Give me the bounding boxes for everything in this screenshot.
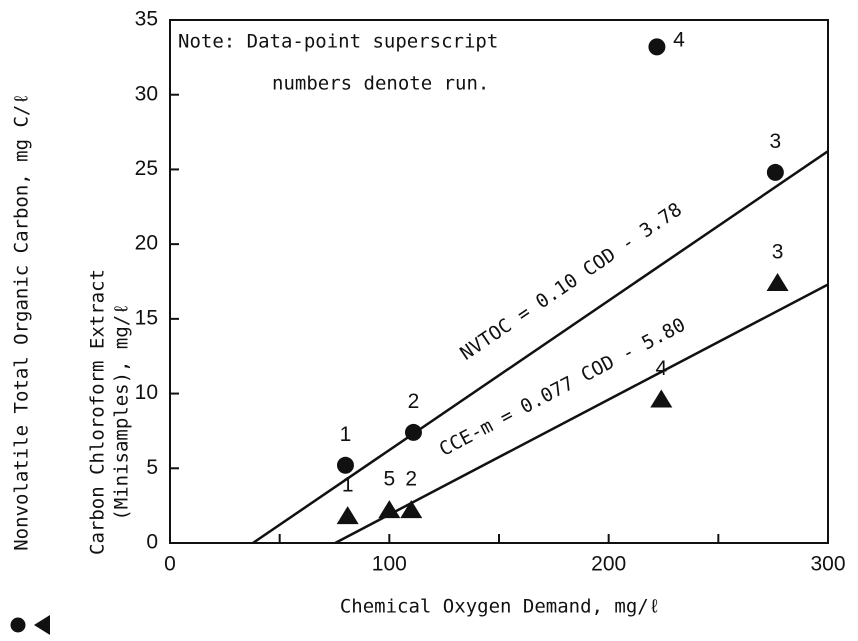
fit-line bbox=[252, 150, 829, 545]
point bbox=[378, 500, 401, 519]
y-tick-label: 0 bbox=[146, 531, 158, 554]
x-tick-label: 200 bbox=[591, 553, 626, 576]
y-axis-label: Nonvolatile Total Organic Carbon, mg C/ℓ bbox=[11, 93, 33, 551]
point bbox=[766, 163, 784, 181]
point bbox=[766, 272, 789, 291]
point bbox=[336, 456, 354, 474]
point-label: 1 bbox=[340, 423, 352, 446]
note: numbers denote run. bbox=[272, 73, 489, 95]
y-axis-label: (Minisamples), mg/ℓ bbox=[111, 303, 133, 520]
fit-line bbox=[334, 283, 829, 545]
point-label: 5 bbox=[383, 468, 395, 491]
y-tick-label: 15 bbox=[135, 306, 158, 329]
point bbox=[400, 500, 423, 519]
y-tick-label: 20 bbox=[135, 232, 158, 255]
point bbox=[404, 423, 422, 441]
legend-marker bbox=[34, 615, 50, 635]
x-tick-label: 0 bbox=[164, 553, 176, 576]
legend-marker bbox=[10, 617, 26, 633]
point-label: 3 bbox=[770, 130, 782, 153]
point bbox=[336, 506, 359, 525]
point-label: 3 bbox=[772, 241, 784, 264]
point bbox=[648, 38, 666, 56]
x-tick-label: 100 bbox=[372, 553, 407, 576]
y-tick-label: 30 bbox=[135, 82, 158, 105]
x-tick-label: 300 bbox=[810, 553, 845, 576]
y-tick-label: 25 bbox=[135, 157, 158, 180]
note: Note: Data-point superscript bbox=[178, 31, 498, 53]
y-tick-label: 35 bbox=[135, 8, 158, 31]
x-axis-label: Chemical Oxygen Demand, mg/ℓ bbox=[340, 596, 660, 618]
point-label: 1 bbox=[342, 474, 354, 497]
y-tick-label: 5 bbox=[146, 456, 158, 479]
plot-frame bbox=[169, 19, 829, 544]
point-label: 2 bbox=[408, 390, 420, 413]
point-label: 4 bbox=[655, 357, 667, 380]
point-label: 2 bbox=[405, 468, 417, 491]
y-tick-label: 10 bbox=[135, 381, 158, 404]
point-label: 4 bbox=[673, 28, 685, 51]
point bbox=[650, 389, 673, 408]
y-axis-label: Carbon Chloroform Extract bbox=[87, 269, 109, 555]
